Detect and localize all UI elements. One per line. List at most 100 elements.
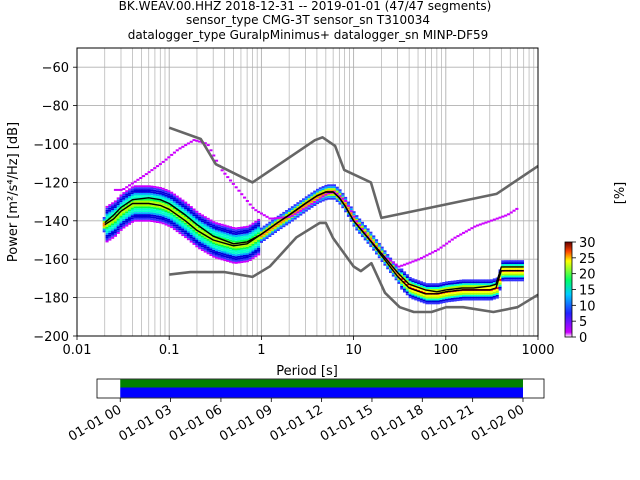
histogram-cell: [492, 295, 496, 298]
outlier-cell: [332, 190, 336, 193]
histogram-cell: [273, 227, 277, 230]
histogram-cell: [271, 223, 275, 226]
histogram-cell: [400, 278, 404, 280]
outlier-cell: [229, 179, 233, 182]
histogram-cell: [366, 232, 370, 235]
histogram-cell: [467, 296, 471, 299]
histogram-cell: [417, 297, 421, 300]
histogram-cell: [307, 207, 311, 210]
histogram-cell: [130, 196, 134, 198]
histogram-cell: [411, 291, 415, 294]
histogram-cell: [215, 228, 219, 230]
histogram-cell: [447, 300, 451, 303]
histogram-cell: [170, 222, 174, 225]
histogram-cell: [243, 231, 247, 234]
histogram-cell: [417, 293, 421, 296]
histogram-cell: [257, 228, 261, 231]
histogram-cell: [512, 262, 516, 264]
histogram-cell: [209, 252, 213, 254]
histogram-cell: [128, 222, 132, 225]
histogram-cell: [431, 296, 435, 299]
histogram-cell: [139, 206, 143, 209]
histogram-cell: [144, 191, 148, 193]
histogram-cell: [439, 301, 443, 304]
histogram-cell: [167, 211, 171, 214]
histogram-cell: [139, 194, 143, 197]
histogram-cell: [248, 238, 252, 240]
histogram-cell: [243, 235, 247, 238]
histogram-cell: [321, 199, 325, 202]
histogram-cell: [400, 287, 404, 290]
histogram-cell: [144, 193, 148, 195]
histogram-cell: [484, 294, 488, 297]
histogram-cell: [147, 208, 151, 211]
histogram-cell: [254, 251, 258, 254]
histogram-cell: [105, 207, 109, 210]
histogram-cell: [217, 242, 221, 245]
histogram-cell: [442, 301, 446, 304]
histogram-cell: [234, 258, 238, 260]
histogram-cell: [119, 207, 123, 210]
histogram-cell: [189, 233, 193, 235]
histogram-cell: [414, 286, 418, 289]
histogram-cell: [206, 239, 210, 241]
histogram-cell: [153, 211, 157, 213]
histogram-cell: [285, 217, 289, 220]
outlier-cell: [414, 259, 418, 262]
histogram-cell: [372, 237, 376, 240]
histogram-cell: [172, 210, 176, 213]
histogram-cell: [206, 240, 210, 243]
histogram-cell: [231, 230, 235, 233]
histogram-cell: [122, 222, 126, 225]
histogram-cell: [203, 243, 207, 245]
histogram-cell: [122, 211, 126, 214]
histogram-cell: [189, 211, 193, 214]
histogram-cell: [102, 217, 106, 219]
histogram-cell: [200, 241, 204, 244]
histogram-cell: [184, 222, 188, 225]
histogram-cell: [310, 200, 314, 203]
histogram-cell: [321, 190, 325, 192]
histogram-cell: [125, 195, 129, 198]
outlier-cell: [226, 176, 230, 179]
histogram-cell: [251, 247, 255, 250]
histogram-cell: [108, 204, 112, 206]
histogram-cell: [515, 262, 519, 264]
histogram-cell: [113, 234, 117, 237]
histogram-cell: [490, 283, 494, 285]
histogram-cell: [130, 211, 134, 214]
histogram-cell: [181, 230, 185, 233]
histogram-cell: [515, 279, 519, 282]
histogram-cell: [265, 231, 269, 234]
histogram-cell: [473, 290, 477, 293]
outlier-cell: [189, 140, 193, 143]
histogram-cell: [181, 226, 185, 229]
histogram-cell: [397, 280, 401, 282]
histogram-cell: [352, 213, 356, 216]
histogram-cell: [122, 195, 126, 198]
outlier-cell: [299, 209, 303, 212]
histogram-cell: [113, 202, 117, 205]
histogram-cell: [116, 222, 120, 225]
histogram-cell: [217, 225, 221, 227]
histogram-cell: [178, 201, 182, 204]
outlier-cell: [271, 217, 275, 220]
histogram-cell: [240, 236, 244, 239]
histogram-cell: [290, 210, 294, 212]
histogram-cell: [198, 239, 202, 242]
histogram-cell: [254, 228, 258, 231]
histogram-cell: [234, 261, 238, 264]
histogram-cell: [422, 299, 426, 302]
histogram-cell: [125, 224, 129, 227]
histogram-cell: [206, 223, 210, 226]
histogram-cell: [512, 267, 516, 270]
histogram-cell: [108, 213, 112, 216]
histogram-cell: [372, 235, 376, 238]
histogram-cell: [130, 192, 134, 195]
histogram-cell: [431, 302, 435, 305]
histogram-cell: [220, 231, 224, 234]
histogram-cell: [189, 223, 193, 226]
histogram-cell: [237, 261, 241, 264]
histogram-cell: [504, 277, 508, 280]
histogram-cell: [223, 232, 227, 235]
